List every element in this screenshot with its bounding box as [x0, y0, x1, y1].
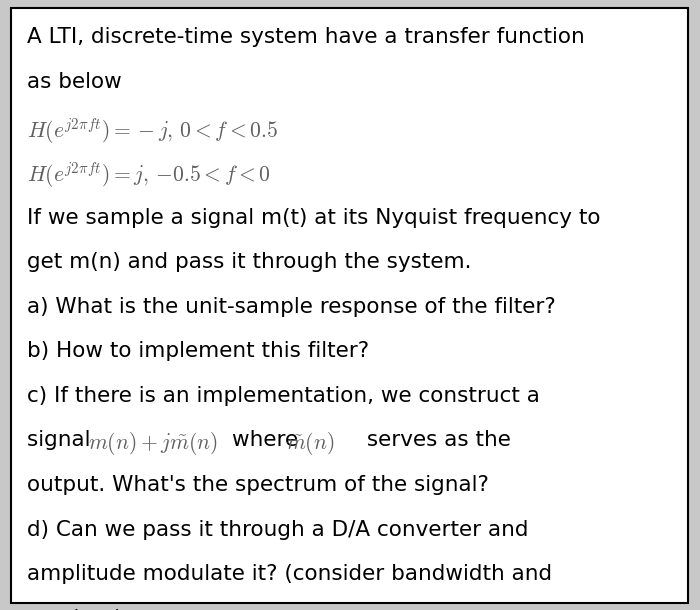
- Text: If we sample a signal m(t) at its Nyquist frequency to: If we sample a signal m(t) at its Nyquis…: [27, 208, 600, 228]
- Text: d) Can we pass it through a D/A converter and: d) Can we pass it through a D/A converte…: [27, 520, 528, 539]
- Text: a) What is the unit-sample response of the filter?: a) What is the unit-sample response of t…: [27, 297, 555, 317]
- Text: signal: signal: [27, 431, 97, 450]
- Text: A LTI, discrete-time system have a transfer function: A LTI, discrete-time system have a trans…: [27, 27, 584, 48]
- Text: $\tilde{m}(n)$: $\tilde{m}(n)$: [286, 431, 335, 458]
- Text: where: where: [232, 431, 304, 450]
- Text: serves as the: serves as the: [360, 431, 511, 450]
- Text: as below: as below: [27, 72, 121, 92]
- Text: get m(n) and pass it through the system.: get m(n) and pass it through the system.: [27, 253, 471, 272]
- Text: c) If there is an implementation, we construct a: c) If there is an implementation, we con…: [27, 386, 540, 406]
- Text: output. What's the spectrum of the signal?: output. What's the spectrum of the signa…: [27, 475, 489, 495]
- Text: $m(n) + j\tilde{m}(n)$: $m(n) + j\tilde{m}(n)$: [88, 431, 218, 458]
- Text: b) How to implement this filter?: b) How to implement this filter?: [27, 342, 369, 361]
- FancyBboxPatch shape: [10, 8, 688, 603]
- Text: $H(e^{j2\pi ft}) = -j,\, 0 < f < 0.5$: $H(e^{j2\pi ft}) = -j,\, 0 < f < 0.5$: [27, 117, 278, 146]
- Text: $H(e^{j2\pi ft}) = j,\, {-0.5} < f < 0$: $H(e^{j2\pi ft}) = j,\, {-0.5} < f < 0$: [27, 161, 270, 190]
- Text: receiver): receiver): [27, 609, 122, 610]
- Text: amplitude modulate it? (consider bandwidth and: amplitude modulate it? (consider bandwid…: [27, 564, 552, 584]
